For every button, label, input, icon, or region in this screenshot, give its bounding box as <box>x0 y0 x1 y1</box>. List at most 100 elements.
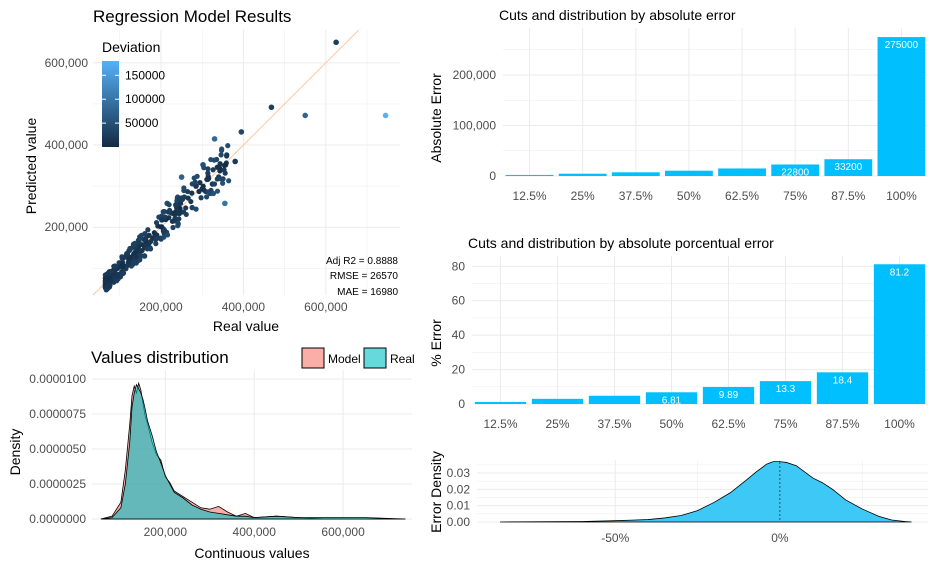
bar-value-label: 22800 <box>781 167 809 178</box>
y-tick-label: 100,000 <box>453 118 497 132</box>
absolute-error-y-ticks: 0 100,000 200,000 <box>453 68 497 183</box>
y-tick-label: 0 <box>458 397 465 411</box>
scatter-point <box>161 208 167 215</box>
y-tick-label: 0.00 <box>447 515 471 529</box>
y-tick-label: 0.02 <box>447 482 471 496</box>
scatter-point <box>173 202 179 208</box>
y-tick-label: 20 <box>452 363 466 377</box>
bar-value-label: 33200 <box>834 162 862 173</box>
scatter-point <box>158 224 164 230</box>
absolute-error-x-ticks: 12.5% 25% 37.5% 50% 62.5% 75% 87.5% 100% <box>513 189 918 203</box>
scatter-point <box>208 156 214 163</box>
error-density-panel: -50% 0% 0.00 0.01 0.02 0.03 Error Density <box>428 451 928 545</box>
legend-swatch-real <box>363 347 387 369</box>
regression-grid <box>93 30 400 295</box>
scatter-point <box>214 164 220 170</box>
scatter-point <box>183 211 189 218</box>
scatter-point <box>201 165 207 171</box>
scatter-point <box>133 260 139 266</box>
percent-error-y-ticks: 0 20 40 60 80 <box>452 259 466 411</box>
scatter-point <box>183 205 189 211</box>
metric-adj-r2: Adj R2 = 0.8888 <box>326 256 398 267</box>
x-tick-label: 0% <box>771 531 789 545</box>
x-tick-label: 25% <box>571 189 595 203</box>
x-tick-label: 87.5% <box>831 189 865 203</box>
bar-value-label: 6.81 <box>662 395 682 406</box>
scatter-point <box>161 227 168 233</box>
scatter-point <box>210 167 216 173</box>
scatter-point <box>181 185 187 191</box>
bar-value-label: 18.4 <box>833 375 853 386</box>
metric-mae: MAE = 16980 <box>337 287 398 298</box>
scatter-point <box>164 232 171 238</box>
error-density-y-label: Error Density <box>428 451 444 533</box>
absolute-error-bars: 22800 33200 275000 <box>505 37 926 178</box>
scatter-point <box>211 181 218 187</box>
scatter-point <box>107 268 114 275</box>
scatter-point <box>175 220 181 226</box>
scatter-point <box>145 227 151 233</box>
absolute-error-y-label: Absolute Error <box>428 73 444 163</box>
scatter-point <box>218 152 224 158</box>
y-tick-label: 0.0000100 <box>29 372 86 386</box>
percent-error-x-ticks: 12.5% 25% 37.5% 50% 62.5% 75% 87.5% 100% <box>483 417 915 431</box>
scatter-point <box>333 39 339 46</box>
bar-value-label: 81.2 <box>890 267 910 278</box>
scatter-point <box>214 188 221 194</box>
scatter-point <box>225 143 231 149</box>
bar <box>474 401 527 404</box>
scatter-point <box>221 162 228 169</box>
scatter-point <box>153 241 159 247</box>
scatter-point <box>132 249 138 255</box>
x-tick-label: 50% <box>659 417 683 431</box>
scatter-point <box>137 257 143 263</box>
scatter-point <box>124 263 130 269</box>
scatter-point <box>120 270 127 276</box>
scatter-point <box>178 200 184 206</box>
scatter-point <box>226 178 232 184</box>
x-tick-label: -50% <box>601 531 629 545</box>
y-tick-label: 400,000 <box>45 138 89 152</box>
scatter-point <box>137 247 143 254</box>
percent-error-bars: 6.81 9.89 13.3 18.4 81.2 <box>474 264 926 406</box>
scatter-point <box>108 278 114 284</box>
scatter-point <box>211 136 218 142</box>
bar <box>824 159 873 176</box>
x-tick-label: 200,000 <box>139 300 183 314</box>
regression-x-label: Real value <box>213 318 279 334</box>
scatter-point <box>205 166 211 172</box>
scatter-point <box>176 209 182 215</box>
percent-error-title: Cuts and distribution by absolute porcen… <box>468 235 774 251</box>
scatter-point <box>205 189 211 195</box>
scatter-point <box>104 283 110 290</box>
bar <box>771 164 820 176</box>
x-tick-label: 37.5% <box>597 417 631 431</box>
scatter-point <box>125 259 132 265</box>
regression-title: Regression Model Results <box>93 7 291 26</box>
bar <box>505 174 554 176</box>
deviation-legend-title: Deviation <box>102 39 160 55</box>
scatter-point <box>224 152 230 158</box>
scatter-point <box>205 170 211 176</box>
y-tick-label: 80 <box>452 259 466 273</box>
error-density-y-ticks: 0.00 0.01 0.02 0.03 <box>447 466 471 529</box>
scatter-point <box>153 220 160 226</box>
error-density-curve <box>500 461 912 523</box>
scatter-point <box>217 176 224 182</box>
scatter-point <box>238 129 245 135</box>
regression-panel: Regression Model Results 200,000 400,000 6… <box>23 7 400 334</box>
bar <box>718 168 766 176</box>
scatter-point <box>141 253 148 259</box>
scatter-point <box>219 180 226 186</box>
scatter-point <box>185 195 191 201</box>
scatter-point <box>114 273 121 279</box>
legend-label: 100000 <box>125 92 165 106</box>
scatter-point <box>217 168 223 174</box>
scatter-point <box>232 158 238 165</box>
scatter-point <box>138 232 145 238</box>
x-tick-label: 50% <box>677 189 701 203</box>
scatter-point <box>192 179 198 185</box>
scatter-point <box>219 147 225 153</box>
y-tick-label: 60 <box>452 294 466 308</box>
scatter-point <box>169 218 176 224</box>
